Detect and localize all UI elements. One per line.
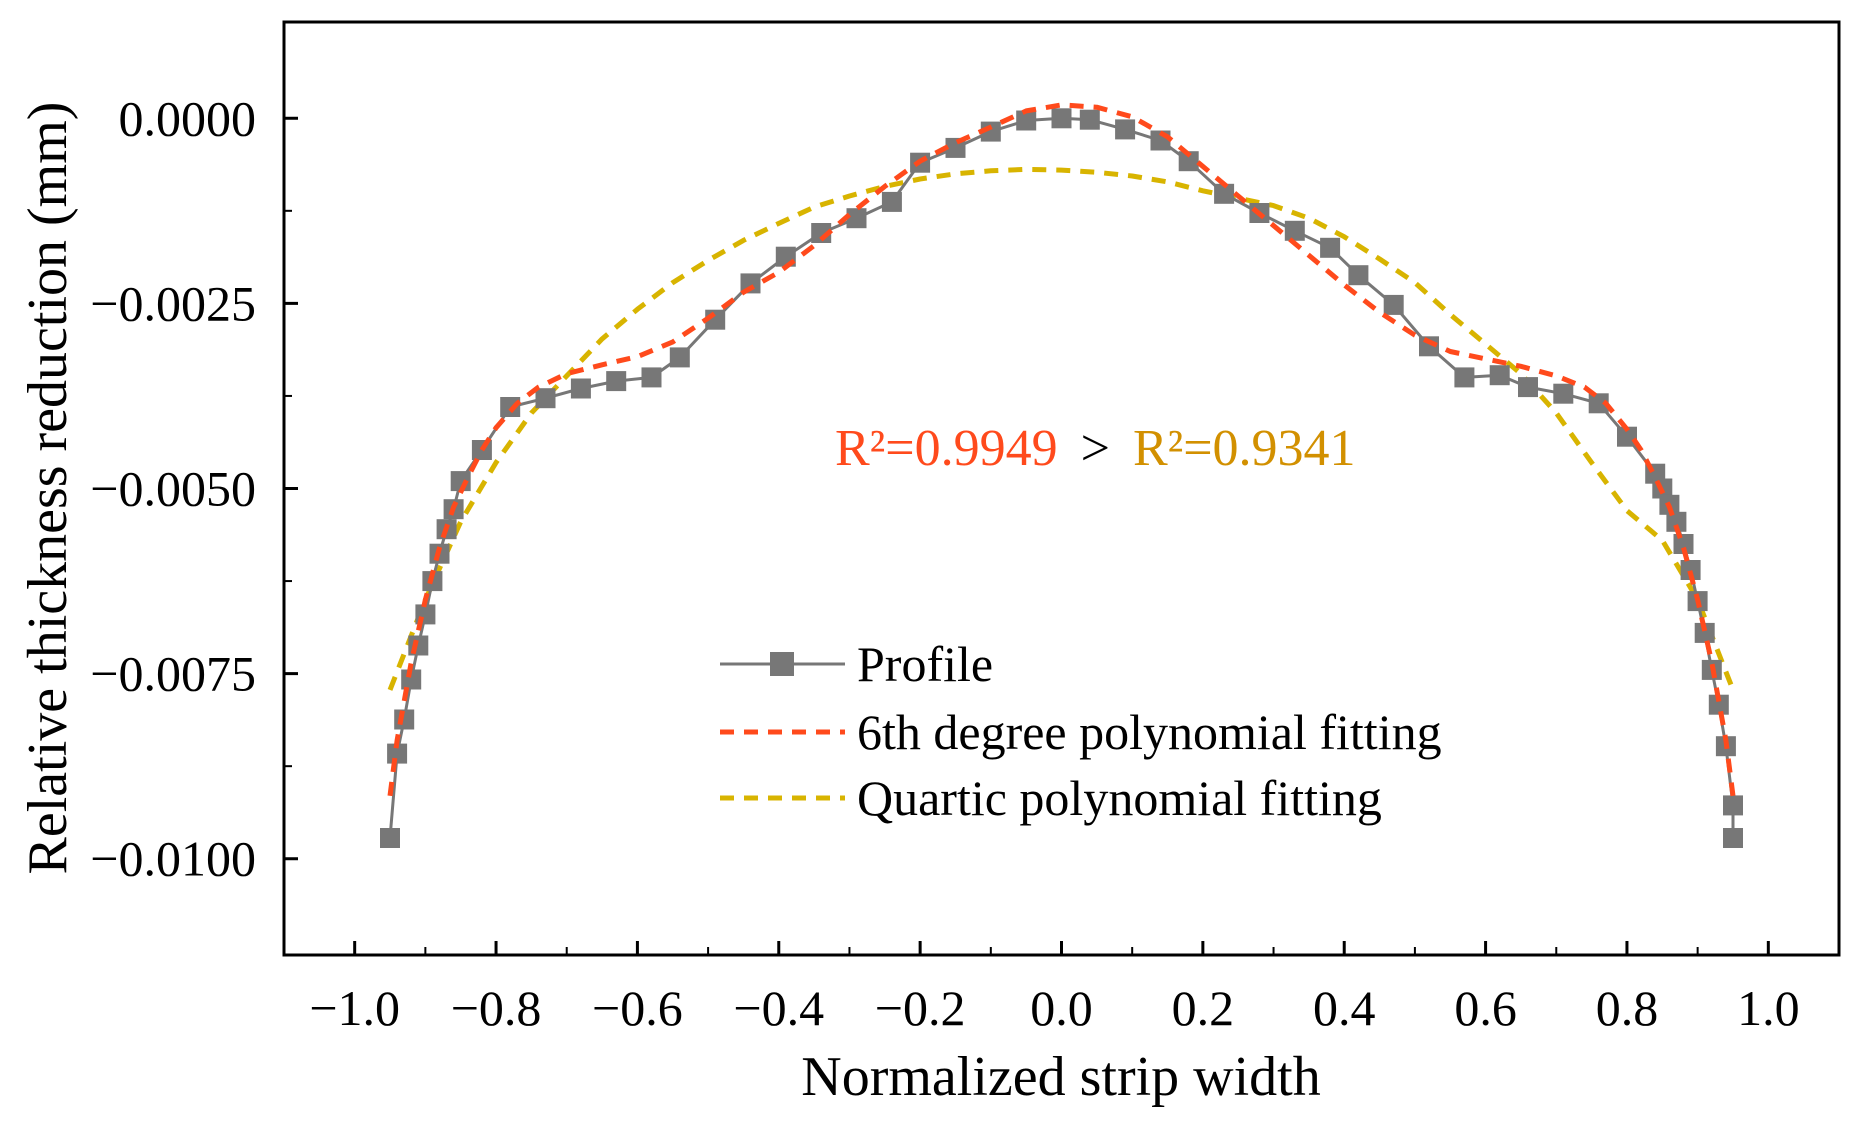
profile-point: [881, 191, 902, 212]
profile-point: [1694, 622, 1715, 643]
profile-point: [1284, 220, 1305, 241]
profile-point: [387, 743, 408, 764]
profile-point: [1723, 795, 1743, 816]
profile-point: [641, 367, 662, 388]
profile-point: [1680, 560, 1701, 580]
profile-point: [380, 828, 400, 848]
profile-point: [535, 388, 556, 409]
profile-point: [669, 347, 690, 368]
profile-point: [1348, 265, 1369, 286]
profile-point: [1051, 108, 1072, 129]
y-axis-label: Relative thickness reduction (mm): [17, 102, 79, 875]
profile-point: [846, 208, 867, 229]
profile-point: [1518, 377, 1538, 398]
profile-point: [1666, 511, 1687, 532]
profile-point: [1383, 294, 1404, 315]
profile-point: [394, 709, 415, 730]
r2-quartic-value: R²=0.9341: [1133, 420, 1356, 477]
y-axis-ticks: 0.0000 −0.0025 −0.0050 −0.0075 −0.0100: [90, 90, 298, 887]
profile-point: [1079, 109, 1100, 130]
profile-point: [1016, 110, 1037, 131]
legend-quartic-label: Quartic polynomial fitting: [857, 770, 1382, 826]
profile-point: [1320, 237, 1341, 258]
profile-point: [1489, 365, 1510, 386]
series-line-quartic: [387, 166, 1736, 691]
profile-point: [570, 378, 591, 399]
x-tick-label: 1.0: [1737, 980, 1800, 1036]
profile-point: [1708, 694, 1729, 715]
x-tick-label: 0.6: [1454, 980, 1517, 1036]
x-tick-label: 0.0: [1030, 980, 1093, 1036]
x-tick-label: 0.4: [1313, 980, 1376, 1036]
x-tick-label: −0.4: [733, 980, 824, 1036]
legend-profile-marker: [770, 652, 794, 676]
legend-sixth-label: 6th degree polynomial fitting: [857, 704, 1442, 760]
x-axis-ticks: −1.0 −0.8 −0.6 −0.4 −0.2 0.0 0.2 0.4 0.6 0.8 1.0: [283, 941, 1840, 1036]
x-tick-label: 0.8: [1596, 980, 1659, 1036]
r2-annotation: R²=0.9949 > R²=0.9341: [835, 420, 1356, 477]
series-line-sixth-degree: [387, 102, 1736, 797]
profile-point: [1588, 393, 1609, 414]
x-tick-label: −0.2: [875, 980, 966, 1036]
profile-point: [1617, 426, 1637, 447]
y-tick-label: 0.0000: [119, 90, 257, 146]
x-tick-label: −0.8: [451, 980, 542, 1036]
y-tick-label: −0.0050: [90, 461, 256, 517]
x-tick-label: 0.2: [1172, 980, 1235, 1036]
y-tick-label: −0.0025: [90, 275, 256, 331]
x-tick-label: −0.6: [592, 980, 683, 1036]
r2-sixth-value: R²=0.9949: [835, 420, 1058, 477]
legend: Profile 6th degree polynomial fitting Qu…: [720, 636, 1442, 826]
y-tick-label: −0.0075: [90, 646, 256, 702]
r2-comparator: >: [1081, 420, 1110, 477]
profile-point: [1454, 367, 1475, 388]
profile-point: [1115, 119, 1136, 140]
profile-point: [401, 669, 422, 690]
profile-point: [606, 371, 627, 392]
series-layer: [380, 102, 1743, 848]
profile-point: [1673, 534, 1694, 554]
x-tick-label: −1.0: [309, 980, 400, 1036]
profile-point: [1553, 383, 1574, 404]
y-tick-label: −0.0100: [90, 831, 256, 887]
profile-point: [1178, 151, 1199, 172]
profile-point: [1214, 183, 1235, 204]
profile-point: [1723, 828, 1743, 848]
legend-profile-label: Profile: [857, 636, 993, 692]
x-axis-label: Normalized strip width: [801, 1046, 1320, 1108]
